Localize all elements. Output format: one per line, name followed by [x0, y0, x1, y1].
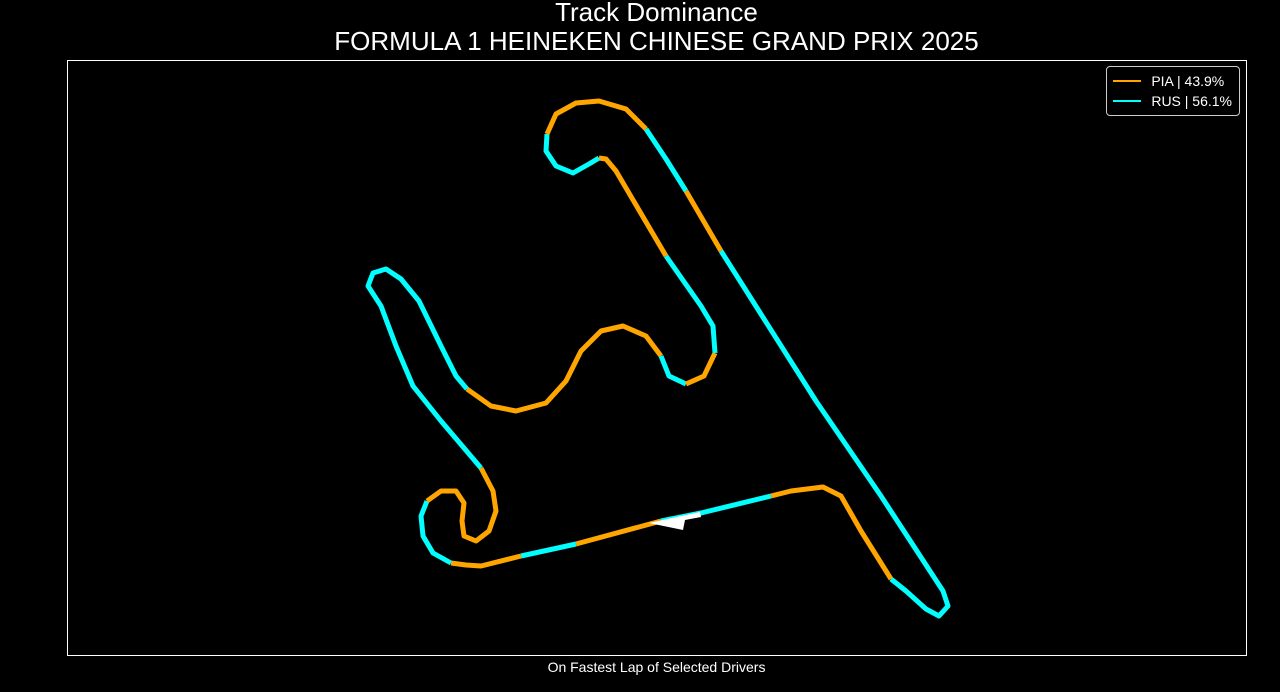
track-segment-rus: [365, 266, 483, 470]
chart-caption: On Fastest Lap of Selected Drivers: [547, 659, 766, 675]
chart-subtitle: FORMULA 1 HEINEKEN CHINESE GRAND PRIX 20…: [334, 26, 979, 56]
track-segment-pia: [683, 189, 724, 253]
legend-label-pia: PIA | 43.9%: [1151, 73, 1225, 89]
legend-label-rus: RUS | 56.1%: [1151, 93, 1232, 109]
track-segment-rus: [543, 133, 601, 176]
plot-area: PIA | 43.9% RUS | 56.1%: [67, 60, 1247, 656]
chart-title: Track Dominance: [555, 0, 758, 27]
track-segment-pia: [770, 484, 894, 581]
legend-item-rus: RUS | 56.1%: [1113, 91, 1232, 111]
legend-line-pia: [1113, 80, 1142, 82]
track-segment-pia: [598, 155, 669, 258]
track-segment-rus: [643, 127, 689, 193]
track-segment-rus: [418, 500, 453, 566]
legend-item-pia: PIA | 43.9%: [1113, 71, 1232, 91]
track-segment-pia: [425, 466, 499, 544]
track-segment-pia: [684, 351, 718, 387]
track-segment-rus: [658, 355, 688, 387]
track-segment-rus: [663, 254, 718, 354]
legend-line-rus: [1113, 100, 1142, 102]
track-segment-pia: [575, 518, 662, 547]
track-segment-pia: [465, 323, 663, 414]
track-segment-rus: [520, 541, 577, 559]
track-map: [365, 98, 951, 619]
legend: PIA | 43.9% RUS | 56.1%: [1106, 66, 1240, 116]
track-segment-rus: [718, 249, 951, 619]
track-segment-pia: [450, 553, 522, 569]
direction-arrow-icon: [649, 512, 701, 530]
track-segment-pia: [544, 98, 648, 136]
